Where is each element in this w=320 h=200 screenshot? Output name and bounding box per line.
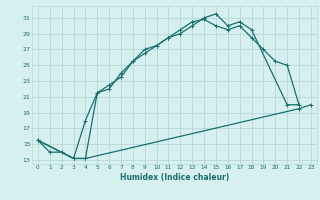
X-axis label: Humidex (Indice chaleur): Humidex (Indice chaleur) (120, 173, 229, 182)
